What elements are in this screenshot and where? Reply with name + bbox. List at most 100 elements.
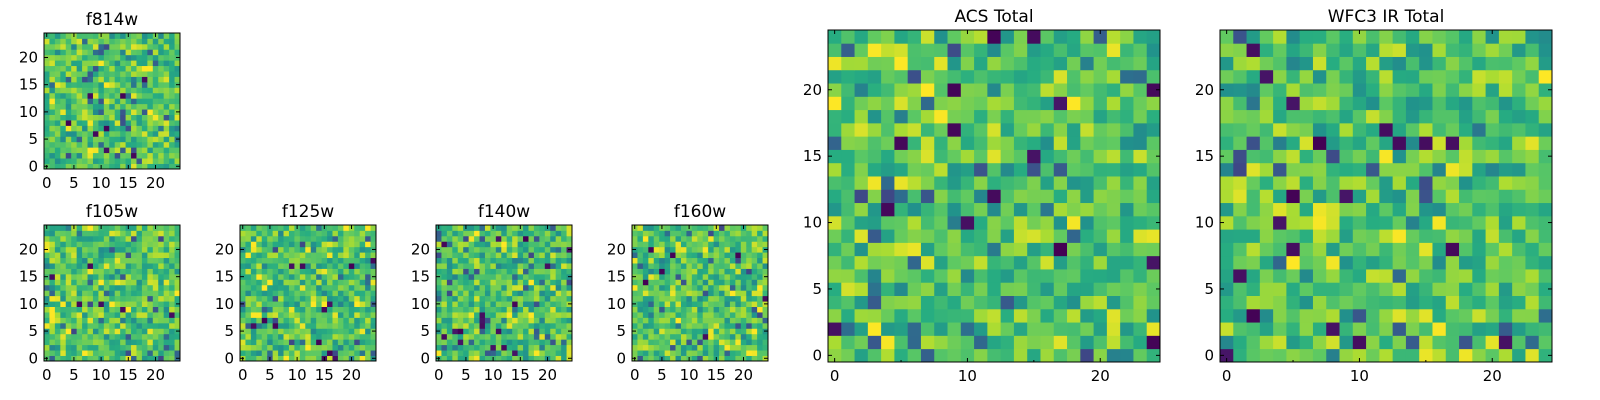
heatmap-cell [702,333,709,340]
heatmap-cell [632,339,638,346]
heatmap-cell [907,56,922,71]
heatmap-cell [120,225,126,231]
heatmap-cell [1053,56,1068,71]
heatmap-cell [637,295,644,302]
heatmap-cell [680,235,687,242]
heatmap-cell [719,295,725,302]
heatmap-cell [894,149,909,164]
heatmap-cell [131,322,137,329]
heatmap-cell [76,333,83,340]
heatmap-cell [120,158,126,164]
heatmap-cell [1445,348,1460,363]
heatmap-cell [327,268,333,275]
heatmap-cell [1146,149,1161,164]
heatmap-cell [686,328,693,335]
heatmap-cell [49,295,56,302]
heatmap-cell [359,241,366,248]
heatmap-cell [702,241,709,248]
heatmap-cell [267,246,274,253]
heatmap-cell [697,241,704,248]
heatmap-cell [719,312,725,318]
heatmap-cell [1432,282,1447,296]
heatmap-cell [1445,242,1460,257]
heatmap-cell [632,284,638,291]
heatmap-cell [854,202,869,217]
heatmap-cell [71,306,78,313]
heatmap-cell [555,263,562,269]
heatmap-cell [495,290,502,297]
heatmap-cell [163,152,170,159]
heatmap-cell [174,252,181,259]
heatmap-cell [44,339,50,346]
heatmap-cell [881,149,895,164]
heatmap-cell [436,241,442,248]
heatmap-cell [1419,56,1433,71]
heatmap-cell [517,284,524,291]
heatmap-cell [680,273,687,280]
x-tick-label: 15 [315,366,334,384]
heatmap-cell [125,141,132,148]
heatmap-cell [1093,43,1108,57]
heatmap-cell [120,263,126,269]
heatmap-cell [740,306,747,313]
heatmap-cell [348,290,355,297]
heatmap-cell [1146,56,1161,71]
heatmap-cell [1366,322,1380,336]
heatmap-cell [1538,189,1553,204]
heatmap-cell [49,328,56,335]
heatmap-cell [1259,282,1274,296]
heatmap-cell [533,225,540,231]
heatmap-cell [1326,295,1340,310]
heatmap-cell [490,301,497,307]
heatmap-cell [708,290,714,297]
heatmap-cell [316,279,322,286]
heatmap-cell [71,257,78,264]
heatmap-cell [1352,176,1367,190]
heatmap-cell [125,125,132,132]
heatmap-cell [670,344,676,351]
heatmap-cell [757,252,763,259]
heatmap-cell [452,225,459,231]
heatmap-cell [1339,176,1354,190]
heatmap-cell [65,339,72,346]
heatmap-cell [332,263,339,269]
heatmap-cell [288,263,295,269]
heatmap-cell [1405,56,1420,71]
heatmap-cell [659,328,666,335]
heatmap-cell [724,355,731,362]
heatmap-cell [343,263,350,269]
heatmap-cell [987,308,1002,323]
heatmap-cell [1053,83,1068,97]
heatmap-cell [561,328,567,335]
heatmap-cell [691,230,698,237]
heatmap-cell [1472,162,1486,177]
heatmap-cell [841,96,855,111]
heatmap-cell [719,252,725,259]
heatmap-cell [103,163,110,170]
heatmap-cell [452,268,459,275]
heatmap-cell [1220,149,1234,164]
y-tick-label: 5 [28,322,38,340]
heatmap-cell [841,255,855,270]
heatmap-cell [1352,322,1367,336]
heatmap-cell [261,273,268,280]
heatmap-cell [49,333,56,340]
heatmap-cell [854,162,869,177]
heatmap-cell [1093,122,1108,137]
heatmap-cell [1366,122,1380,137]
heatmap-cell [1106,255,1121,270]
heatmap-cell [1299,308,1314,323]
heatmap-cell [305,339,312,346]
heatmap-cell [1432,295,1447,310]
heatmap-cell [261,257,268,264]
heatmap-cell [65,312,72,318]
heatmap-cell [141,328,148,335]
heatmap-cell [1525,176,1540,190]
heatmap-cell [960,229,975,243]
heatmap-cell [828,215,842,230]
heatmap-cell [740,328,747,335]
heatmap-cell [1259,269,1274,283]
heatmap-cell [310,225,317,231]
heatmap-cell [729,257,736,264]
heatmap-cell [120,322,126,329]
